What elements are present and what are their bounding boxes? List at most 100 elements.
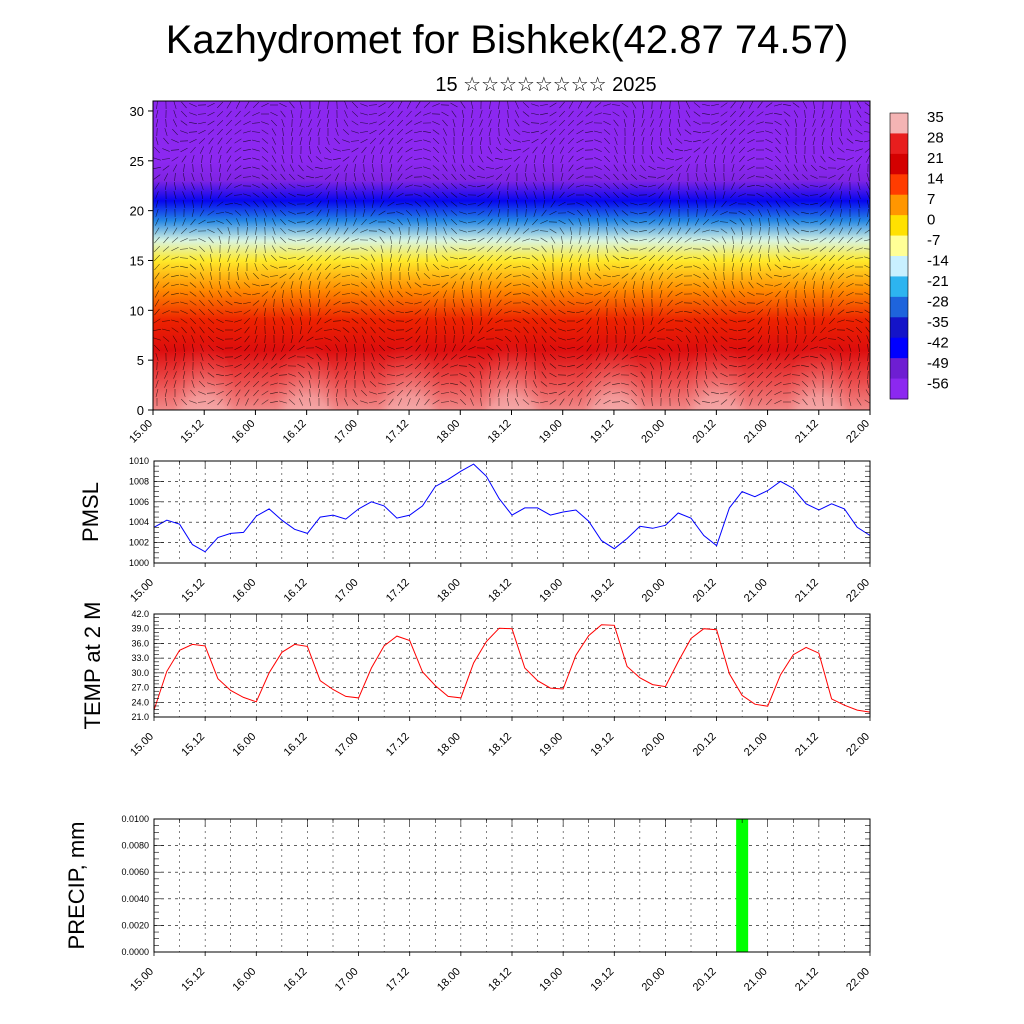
wind-barb xyxy=(603,283,611,287)
wind-barb xyxy=(405,319,413,323)
wind-barb xyxy=(423,283,431,287)
wind-barb xyxy=(765,147,773,153)
temp-panel: 21.024.027.030.033.036.039.042.015.00 15.… xyxy=(80,602,872,759)
wind-barb xyxy=(442,200,448,208)
wind-barb xyxy=(441,111,449,117)
wind-barb xyxy=(488,380,492,388)
wind-barb xyxy=(405,120,413,126)
wind-barb xyxy=(308,119,312,127)
wind-barb xyxy=(837,309,845,315)
wind-barb xyxy=(765,372,773,378)
wind-barb xyxy=(542,272,546,280)
wind-barb xyxy=(623,155,627,163)
wind-barb xyxy=(423,102,431,108)
wind-barb xyxy=(720,373,728,377)
wind-barb xyxy=(361,317,367,325)
wind-barb xyxy=(279,354,287,360)
wind-barb xyxy=(317,362,321,370)
wind-barb xyxy=(208,290,214,298)
wind-barb xyxy=(729,355,737,359)
wind-barb xyxy=(461,299,465,307)
wind-barb xyxy=(549,111,557,117)
wind-barb xyxy=(162,165,170,171)
wind-barb xyxy=(822,281,824,289)
wind-barb xyxy=(181,326,187,334)
wind-barb xyxy=(650,119,654,127)
wind-barb xyxy=(315,183,323,189)
wind-barb xyxy=(452,308,456,316)
wind-barb xyxy=(290,281,294,289)
wind-barb xyxy=(515,362,519,370)
wind-barb xyxy=(720,318,728,324)
wind-barb xyxy=(801,229,809,233)
wind-barb xyxy=(675,148,683,152)
wind-barb xyxy=(234,202,242,206)
wind-barb xyxy=(497,371,501,379)
wind-barb xyxy=(262,353,268,361)
wind-barb xyxy=(279,256,287,260)
precip-xtick-label: 18.00 xyxy=(435,966,463,994)
wind-barb xyxy=(415,101,421,109)
wind-barb xyxy=(838,281,844,289)
wind-barb xyxy=(477,201,485,207)
wind-barb xyxy=(595,372,601,378)
wind-barb xyxy=(451,281,457,289)
wind-barb xyxy=(863,248,870,250)
wind-barb xyxy=(605,245,609,253)
wind-barb xyxy=(522,265,530,269)
wind-barb xyxy=(155,191,159,199)
wind-barb xyxy=(344,164,348,172)
wind-barb xyxy=(702,291,710,297)
wind-barb xyxy=(315,166,323,170)
wind-barb xyxy=(658,246,664,252)
wind-barb xyxy=(480,397,482,407)
wind-barb xyxy=(684,311,692,313)
wind-barb xyxy=(225,390,233,396)
wind-barb xyxy=(298,264,304,270)
wind-barb xyxy=(523,326,529,334)
wind-barb xyxy=(210,172,212,182)
wind-barb xyxy=(435,316,437,326)
cs-ytick-label: 15 xyxy=(130,253,144,268)
wind-barb xyxy=(686,200,690,208)
wind-barb xyxy=(252,292,260,296)
wind-barb xyxy=(604,254,610,262)
wind-barb xyxy=(522,318,530,324)
wind-barb xyxy=(279,400,287,404)
wind-barb xyxy=(397,389,403,397)
wind-barb xyxy=(774,381,782,387)
wind-barb xyxy=(522,292,530,296)
wind-barb xyxy=(719,221,729,223)
wind-barb xyxy=(585,309,593,315)
wind-barb xyxy=(748,101,754,109)
wind-barb xyxy=(540,237,548,243)
wind-barb xyxy=(730,191,736,199)
wind-barb xyxy=(497,137,501,145)
wind-barb xyxy=(720,399,728,405)
wind-barb xyxy=(189,309,197,315)
wind-barb xyxy=(370,299,376,307)
wind-barb xyxy=(246,226,248,236)
wind-barb xyxy=(846,283,854,287)
wind-barb xyxy=(513,237,521,243)
wind-barb xyxy=(289,344,295,352)
wind-barb xyxy=(540,112,548,116)
wind-barb xyxy=(606,235,608,245)
wind-barb xyxy=(197,113,207,115)
wind-barb xyxy=(776,245,780,253)
temp-ytick-label: 30.0 xyxy=(131,668,149,678)
wind-barb xyxy=(369,219,377,225)
wind-barb xyxy=(543,163,545,173)
wind-barb xyxy=(470,128,474,136)
wind-barb xyxy=(551,281,555,289)
wind-barb xyxy=(278,266,288,268)
temp-xtick-label: 16.00 xyxy=(230,731,258,759)
wind-barb xyxy=(819,246,827,252)
wind-barb xyxy=(749,245,753,253)
wind-barb xyxy=(820,362,826,370)
wind-barb xyxy=(793,173,799,181)
wind-barb xyxy=(225,211,233,215)
wind-barb xyxy=(154,308,160,316)
wind-barb xyxy=(720,111,728,117)
wind-barb xyxy=(534,163,536,173)
